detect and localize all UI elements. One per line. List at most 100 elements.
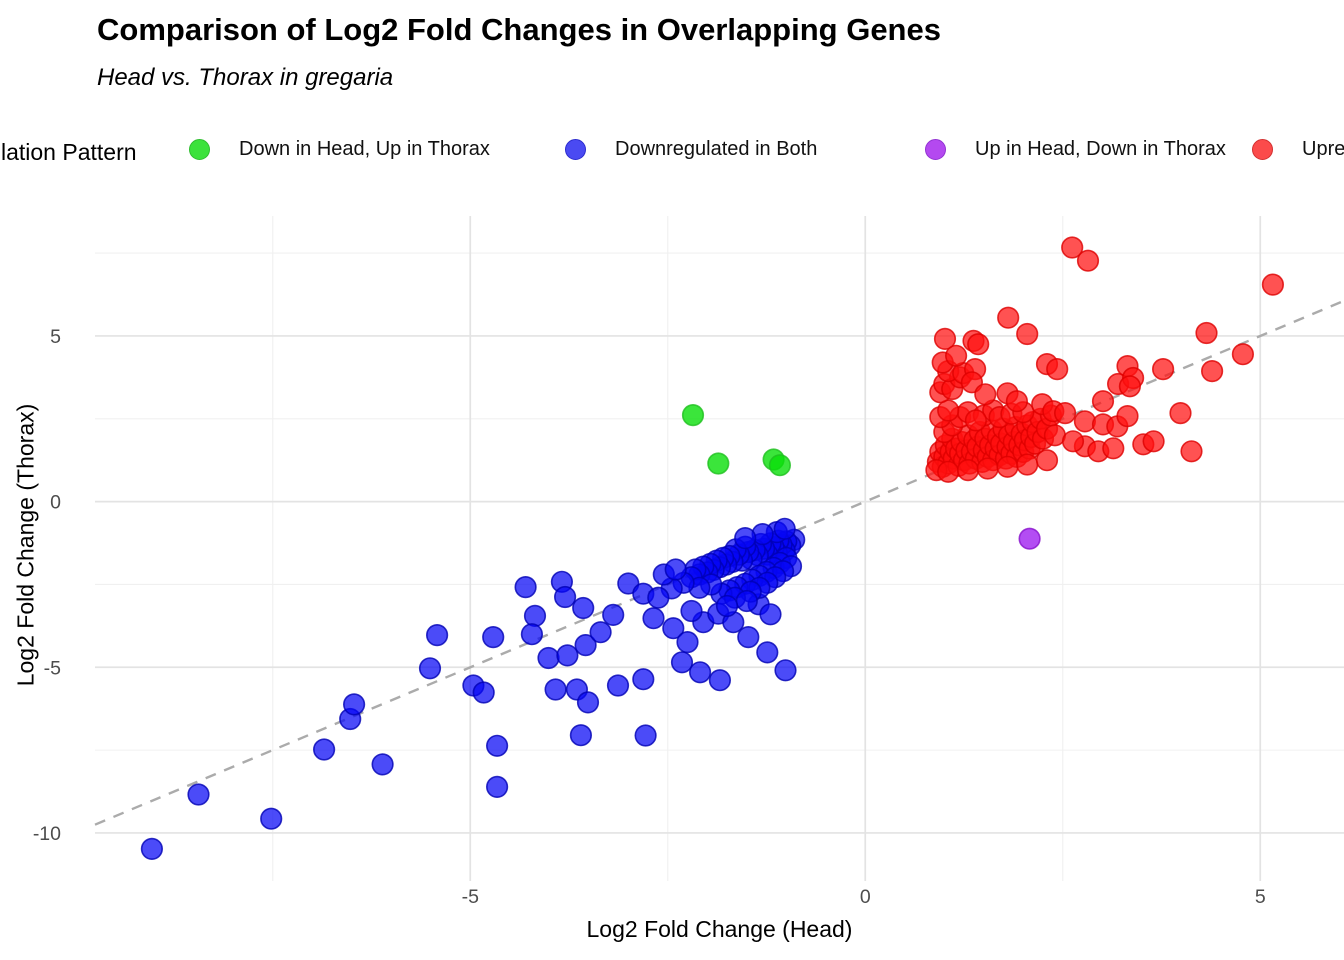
data-point (426, 623, 449, 647)
data-point (773, 517, 796, 540)
data-point (606, 674, 630, 697)
data-point (632, 668, 655, 691)
data-point (735, 589, 758, 613)
series-down-in-head-up-in-thorax (681, 404, 792, 477)
data-point (572, 596, 595, 620)
data-point (1200, 360, 1224, 383)
svg-text:-5: -5 (462, 886, 479, 908)
svg-text:0: 0 (50, 492, 61, 514)
data-point (486, 734, 509, 757)
data-point (1261, 273, 1284, 296)
data-point (1061, 236, 1084, 259)
legend-item-up-head-down-thorax: Up in Head, Down in Thorax (925, 138, 1226, 161)
data-point (313, 738, 336, 761)
data-point (523, 604, 547, 628)
data-point (1180, 440, 1203, 463)
legend-item-label: Up in Head, Down in Thorax (975, 138, 1226, 160)
purple-dot-icon (925, 139, 946, 160)
data-point (642, 607, 665, 630)
legend-item-label: Upregulated in Both (1302, 138, 1344, 160)
data-point (681, 404, 705, 427)
data-point (574, 633, 597, 657)
data-point (1073, 410, 1096, 433)
data-point (537, 646, 560, 670)
data-point (664, 558, 687, 581)
data-point (1169, 402, 1192, 425)
y-axis-tick-labels: 5 0 -5 -10 (33, 326, 61, 845)
data-point (1018, 527, 1041, 550)
data-point (662, 617, 685, 640)
red-dot-icon (1252, 139, 1273, 160)
data-point (768, 454, 792, 477)
data-point (482, 625, 505, 649)
data-point (680, 599, 703, 623)
series-upregulated-in-both (925, 236, 1284, 483)
data-point (553, 585, 577, 609)
data-point (997, 306, 1020, 329)
data-point (759, 603, 782, 626)
data-point (1005, 390, 1029, 413)
data-point (260, 807, 283, 830)
legend-item-down-head-up-thorax: Down in Head, Up in Thorax (189, 138, 490, 161)
data-point (974, 383, 997, 406)
data-point (707, 452, 730, 475)
data-point (589, 621, 612, 644)
data-point (371, 753, 394, 776)
data-point (647, 586, 670, 609)
data-point (756, 641, 779, 664)
data-point (544, 678, 567, 701)
series-downregulated-in-both (140, 517, 806, 861)
data-point (569, 724, 593, 747)
legend: Regulation Pattern Down in Head, Up in T… (0, 138, 1344, 168)
legend-item-label: Down in Head, Up in Thorax (239, 138, 490, 160)
data-point (676, 630, 699, 654)
legend-item-label: Downregulated in Both (615, 138, 818, 160)
data-point (1151, 358, 1175, 381)
data-point (1091, 390, 1115, 413)
data-point (556, 644, 579, 667)
data-point (486, 775, 509, 799)
data-point (976, 457, 999, 480)
data-point (602, 603, 625, 627)
legend-item-downregulated-both: Downregulated in Both (565, 138, 817, 161)
data-point (1016, 322, 1039, 346)
data-point (956, 459, 980, 482)
y-axis-title: Log2 Fold Change (Thorax) (12, 403, 39, 687)
data-point (634, 724, 657, 747)
data-point (996, 455, 1019, 478)
data-point (1231, 343, 1254, 366)
data-point (514, 575, 537, 599)
svg-text:-5: -5 (44, 657, 61, 679)
legend-item-upregulated-both: Upregulated in Both (1252, 138, 1344, 161)
data-point (708, 669, 732, 692)
data-point (1118, 375, 1141, 398)
data-point (734, 526, 757, 550)
data-point (964, 409, 988, 432)
data-point (737, 625, 760, 649)
data-point (520, 623, 544, 646)
chart-subtitle: Head vs. Thorax in gregaria (97, 64, 394, 91)
data-point (1035, 449, 1059, 472)
green-dot-icon (189, 139, 210, 160)
svg-text:-10: -10 (33, 823, 61, 845)
data-point (1195, 321, 1218, 345)
svg-text:0: 0 (860, 886, 871, 908)
grid-major (95, 216, 1344, 881)
data-point (1053, 402, 1077, 425)
data-point (1116, 405, 1139, 428)
data-point (1061, 430, 1085, 453)
data-point (1102, 437, 1125, 460)
data-point (1142, 430, 1165, 453)
data-point (944, 344, 968, 367)
blue-dot-icon (565, 139, 586, 160)
svg-text:5: 5 (1255, 886, 1266, 908)
data-point (688, 661, 712, 684)
data-point (774, 659, 797, 682)
data-point (715, 594, 739, 618)
data-point (967, 333, 990, 356)
data-point (187, 783, 210, 806)
data-point (418, 657, 442, 680)
data-point (576, 691, 600, 714)
data-point (937, 460, 960, 483)
